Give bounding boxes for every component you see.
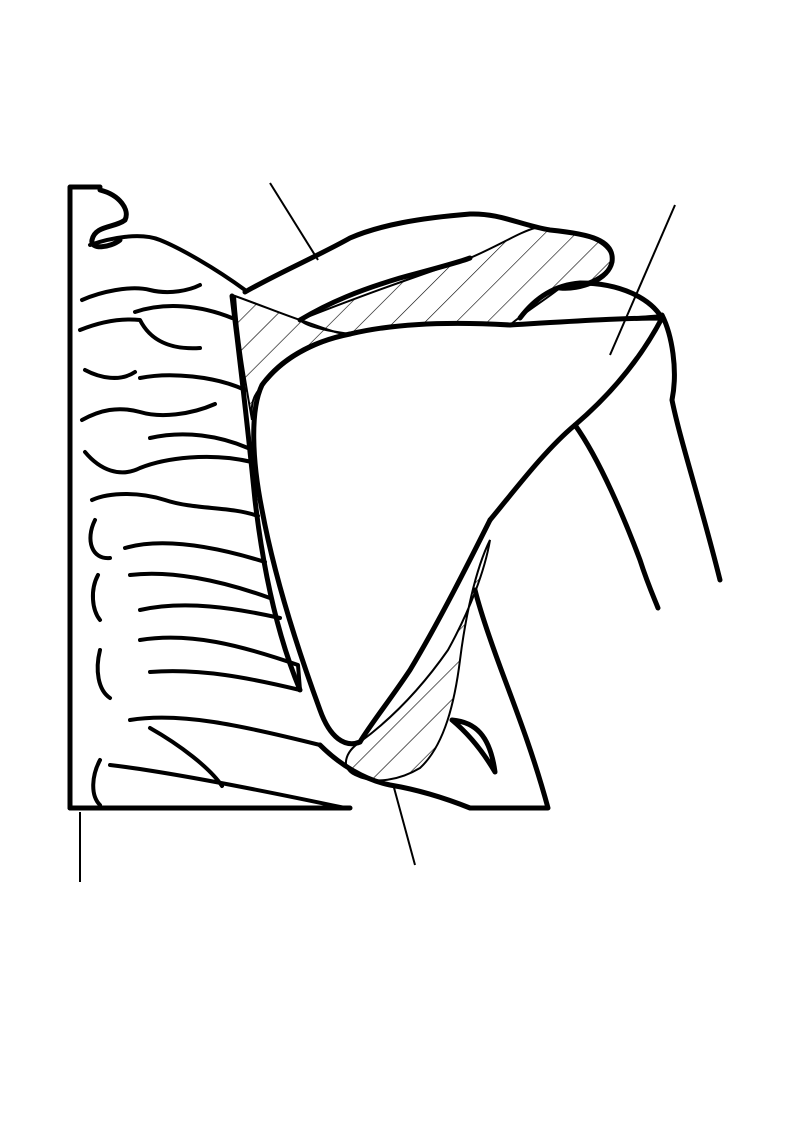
scapula (229, 293, 665, 811)
ribs (78, 234, 347, 810)
leader-line-scapula (392, 783, 416, 866)
leader-line-humerus (609, 204, 676, 356)
leader-line-clavicle (269, 182, 319, 261)
vertebral-column (67, 184, 353, 811)
shoulder-joint (509, 280, 723, 611)
leader-lines (79, 182, 676, 882)
